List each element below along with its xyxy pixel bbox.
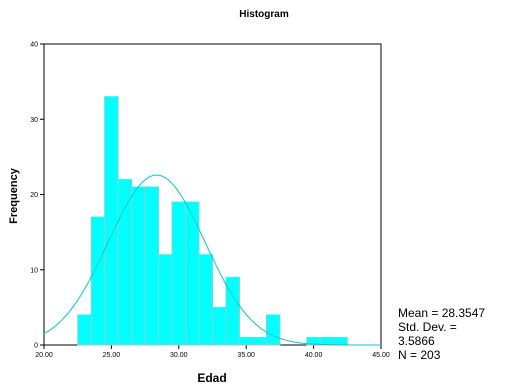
x-tick-label: 35.00 <box>237 352 255 359</box>
y-tick-label: 20 <box>30 192 38 199</box>
histogram-bar <box>117 178 133 346</box>
histogram-bar <box>185 201 200 346</box>
histogram-bar <box>238 336 254 346</box>
stat-n: N = 203 <box>398 348 441 362</box>
histogram-bar <box>252 336 267 346</box>
histogram-bar <box>77 314 92 346</box>
histogram-bar <box>104 96 119 346</box>
x-tick-label: 25.00 <box>103 352 121 359</box>
x-tick-label: 20.00 <box>35 352 53 359</box>
y-axis: 0 10 20 30 40 <box>30 42 44 350</box>
y-tick-label: 0 <box>34 343 38 350</box>
x-axis: 20.00 25.00 30.00 35.00 40.00 45.00 <box>35 345 390 359</box>
stat-std-dev-label: Std. Dev. = <box>398 320 457 334</box>
x-tick-label: 45.00 <box>372 352 390 359</box>
normal-curve <box>43 174 381 346</box>
chart-title: Histogram <box>239 9 289 20</box>
histogram-bar <box>90 216 106 346</box>
histogram-bar <box>225 276 240 346</box>
histogram-bar <box>144 186 160 346</box>
histogram-bar <box>265 314 281 346</box>
histogram-bar <box>158 254 173 346</box>
y-tick-label: 30 <box>30 117 38 124</box>
histogram-bars <box>77 96 348 346</box>
stat-mean: Mean = 28.3547 <box>398 306 485 320</box>
x-tick-label: 30.00 <box>170 352 188 359</box>
y-tick-label: 10 <box>30 267 38 274</box>
histogram-bar <box>171 201 187 346</box>
y-tick-label: 40 <box>30 42 38 49</box>
stat-std-dev-value: 3.5866 <box>398 334 435 348</box>
histogram-bar <box>333 336 348 346</box>
histogram-bar <box>131 186 146 346</box>
histogram-bar <box>198 254 214 346</box>
histogram-bar <box>319 336 335 346</box>
y-axis-title: Frequency <box>8 167 20 224</box>
x-tick-label: 40.00 <box>305 352 323 359</box>
histogram-bar <box>212 306 227 346</box>
x-axis-title: Edad <box>197 371 226 385</box>
